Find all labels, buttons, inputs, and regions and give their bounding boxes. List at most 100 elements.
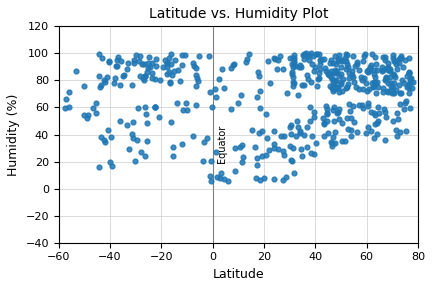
Point: [89, 106, 96, 110]
Point: [403, 74, 410, 79]
Point: [376, 111, 383, 115]
Point: [381, 107, 388, 111]
Point: [400, 81, 407, 85]
X-axis label: Latitude: Latitude: [213, 268, 264, 281]
Point: [400, 106, 407, 111]
Point: [289, 83, 296, 88]
Point: [379, 68, 386, 73]
Point: [178, 63, 185, 68]
Point: [388, 83, 395, 88]
Point: [382, 115, 389, 120]
Point: [152, 77, 159, 81]
Point: [330, 60, 337, 65]
Point: [209, 105, 216, 109]
Point: [321, 134, 327, 138]
Point: [164, 60, 171, 65]
Point: [382, 77, 389, 82]
Point: [111, 75, 118, 80]
Point: [312, 52, 319, 56]
Point: [309, 134, 316, 138]
Point: [228, 66, 235, 71]
Point: [389, 71, 396, 76]
Point: [397, 56, 404, 61]
Point: [331, 70, 338, 75]
Point: [235, 101, 241, 106]
Point: [359, 106, 366, 110]
Point: [375, 84, 382, 89]
Point: [225, 178, 232, 183]
Point: [350, 80, 357, 84]
Point: [374, 132, 381, 136]
Point: [372, 121, 378, 126]
Point: [391, 91, 397, 96]
Point: [236, 145, 243, 149]
Point: [374, 121, 381, 126]
Point: [283, 91, 290, 96]
Point: [329, 77, 336, 82]
Point: [289, 62, 295, 66]
Point: [161, 58, 168, 63]
Point: [390, 58, 397, 63]
Point: [193, 84, 200, 89]
Point: [61, 106, 68, 110]
Point: [119, 74, 126, 78]
Point: [381, 58, 388, 62]
Point: [409, 86, 416, 91]
Point: [134, 105, 141, 110]
Point: [324, 72, 331, 77]
Point: [253, 176, 260, 180]
Point: [321, 66, 328, 71]
Point: [335, 74, 342, 78]
Point: [324, 131, 331, 135]
Point: [253, 95, 260, 99]
Point: [85, 113, 92, 118]
Point: [395, 83, 402, 88]
Point: [308, 79, 314, 84]
Point: [406, 91, 413, 96]
Title: Latitude vs. Humidity Plot: Latitude vs. Humidity Plot: [149, 7, 328, 21]
Point: [192, 72, 199, 77]
Point: [293, 133, 300, 138]
Point: [330, 119, 337, 123]
Point: [400, 65, 407, 69]
Point: [405, 55, 412, 60]
Point: [402, 101, 409, 105]
Point: [407, 76, 414, 81]
Point: [329, 144, 336, 149]
Point: [300, 53, 307, 57]
Point: [145, 55, 152, 59]
Point: [345, 76, 352, 80]
Point: [393, 88, 400, 93]
Point: [124, 67, 131, 71]
Point: [273, 67, 280, 72]
Point: [318, 56, 324, 61]
Point: [339, 58, 346, 62]
Point: [105, 59, 112, 63]
Point: [313, 52, 320, 56]
Point: [373, 62, 380, 67]
Point: [394, 133, 400, 138]
Point: [297, 146, 304, 151]
Text: Equator: Equator: [216, 125, 226, 163]
Point: [115, 55, 122, 59]
Point: [390, 81, 397, 85]
Point: [398, 54, 405, 58]
Point: [157, 78, 164, 83]
Point: [358, 75, 365, 79]
Point: [383, 76, 390, 81]
Point: [344, 116, 351, 121]
Point: [298, 154, 305, 159]
Point: [113, 64, 120, 68]
Point: [106, 60, 113, 65]
Point: [126, 147, 133, 151]
Point: [206, 54, 213, 59]
Point: [289, 56, 296, 60]
Point: [179, 141, 186, 146]
Point: [352, 85, 359, 90]
Point: [315, 52, 322, 56]
Point: [311, 69, 318, 74]
Point: [309, 62, 316, 67]
Point: [287, 124, 294, 129]
Point: [129, 136, 136, 141]
Point: [313, 141, 320, 146]
